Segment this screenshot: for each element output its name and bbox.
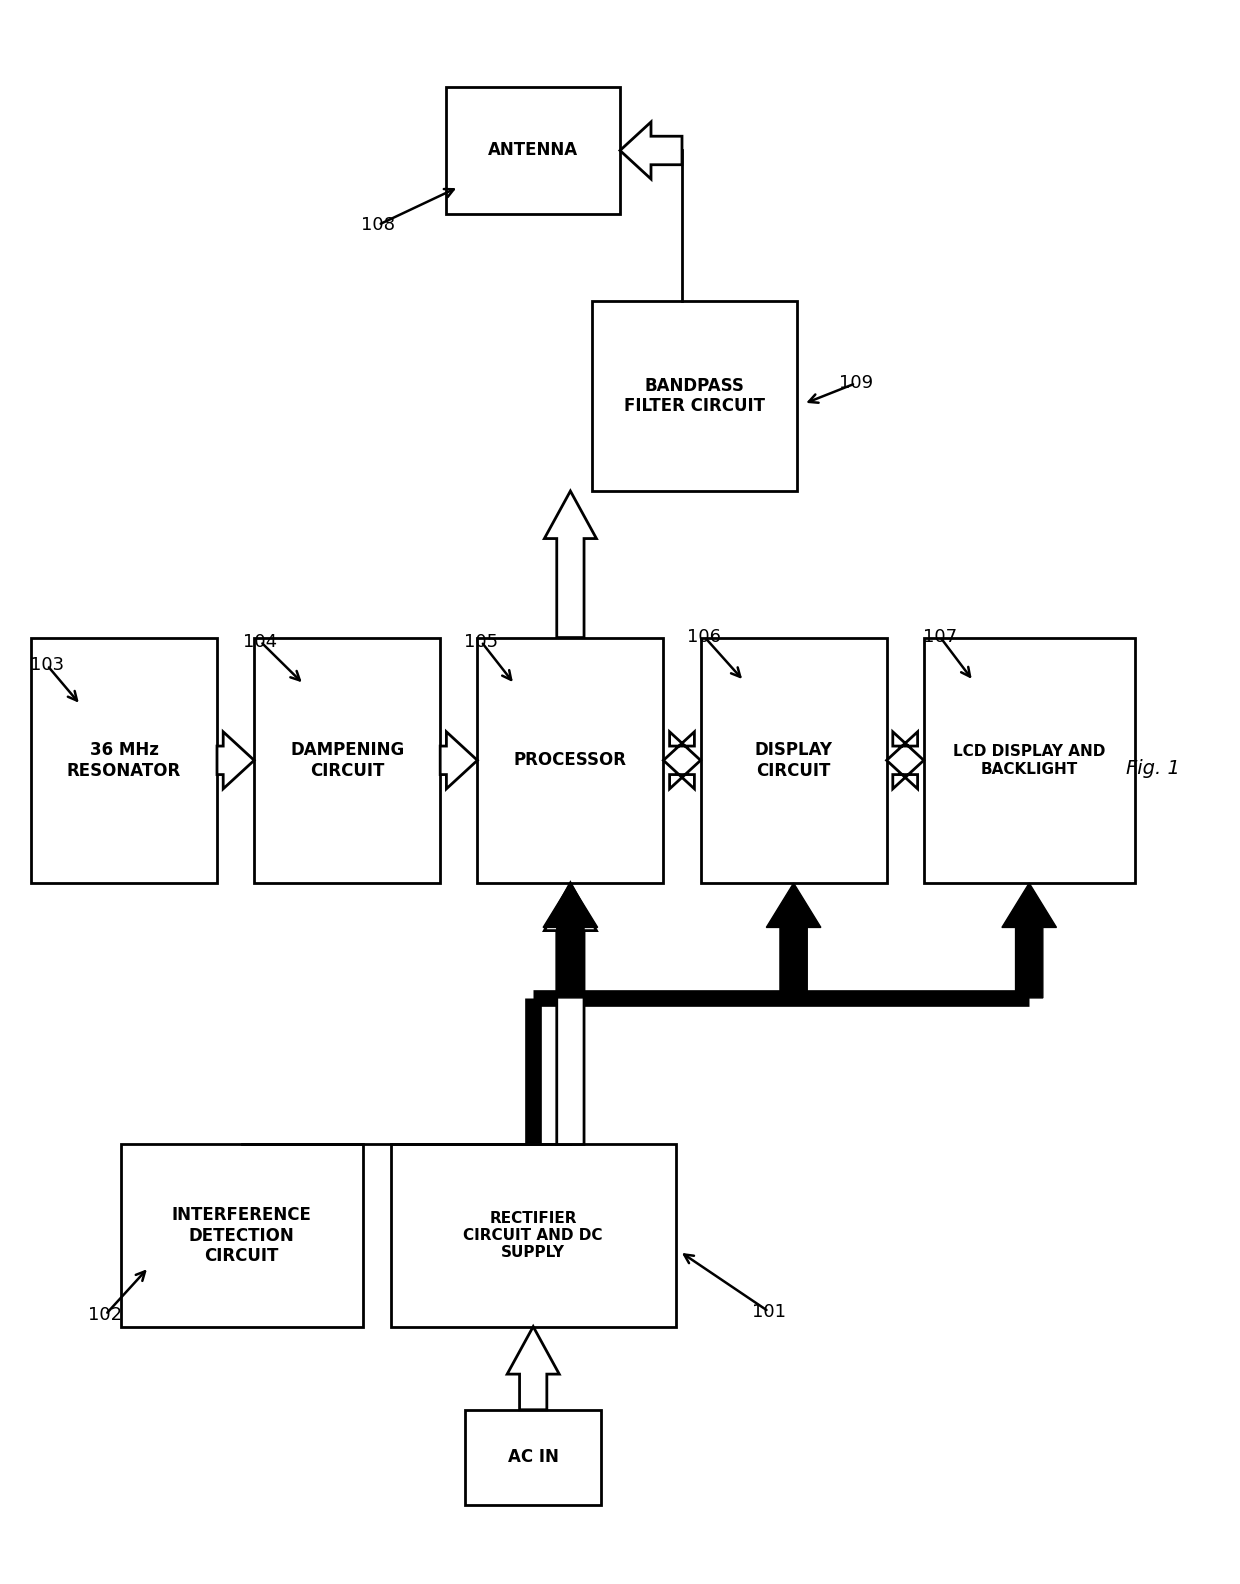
Text: BANDPASS
FILTER CIRCUIT: BANDPASS FILTER CIRCUIT <box>624 377 765 415</box>
Bar <box>31 637 217 884</box>
Text: RECTIFIER
CIRCUIT AND DC
SUPPLY: RECTIFIER CIRCUIT AND DC SUPPLY <box>464 1210 603 1261</box>
Text: DAMPENING
CIRCUIT: DAMPENING CIRCUIT <box>290 741 404 779</box>
Polygon shape <box>440 732 477 789</box>
Text: Fig. 1: Fig. 1 <box>1126 759 1180 778</box>
Polygon shape <box>620 122 682 179</box>
Bar <box>593 301 797 491</box>
Polygon shape <box>543 884 598 998</box>
Text: 107: 107 <box>923 627 957 646</box>
Polygon shape <box>887 732 924 789</box>
Text: 108: 108 <box>361 215 396 234</box>
Polygon shape <box>544 884 596 1144</box>
Polygon shape <box>544 491 596 637</box>
Text: 105: 105 <box>464 632 498 651</box>
Text: 104: 104 <box>243 632 278 651</box>
Bar <box>701 637 887 884</box>
Polygon shape <box>217 732 254 789</box>
Text: PROCESSOR: PROCESSOR <box>513 751 627 770</box>
Bar <box>924 637 1135 884</box>
Text: 101: 101 <box>751 1302 786 1321</box>
Bar <box>122 1144 362 1327</box>
Text: LCD DISPLAY AND
BACKLIGHT: LCD DISPLAY AND BACKLIGHT <box>954 744 1105 776</box>
Polygon shape <box>507 1327 559 1410</box>
Text: 102: 102 <box>88 1305 123 1324</box>
Bar <box>477 637 663 884</box>
Bar <box>254 637 440 884</box>
Polygon shape <box>766 884 821 998</box>
Bar <box>465 1410 601 1505</box>
Bar <box>446 87 620 214</box>
Text: DISPLAY
CIRCUIT: DISPLAY CIRCUIT <box>755 741 832 779</box>
Text: 109: 109 <box>838 374 873 393</box>
Text: ANTENNA: ANTENNA <box>489 141 578 160</box>
Text: 106: 106 <box>687 627 722 646</box>
Text: 103: 103 <box>30 656 64 675</box>
Polygon shape <box>663 732 701 789</box>
Text: 36 MHz
RESONATOR: 36 MHz RESONATOR <box>67 741 181 779</box>
Text: INTERFERENCE
DETECTION
CIRCUIT: INTERFERENCE DETECTION CIRCUIT <box>172 1205 311 1266</box>
Bar <box>391 1144 676 1327</box>
Text: AC IN: AC IN <box>507 1448 559 1467</box>
Polygon shape <box>1002 884 1056 998</box>
